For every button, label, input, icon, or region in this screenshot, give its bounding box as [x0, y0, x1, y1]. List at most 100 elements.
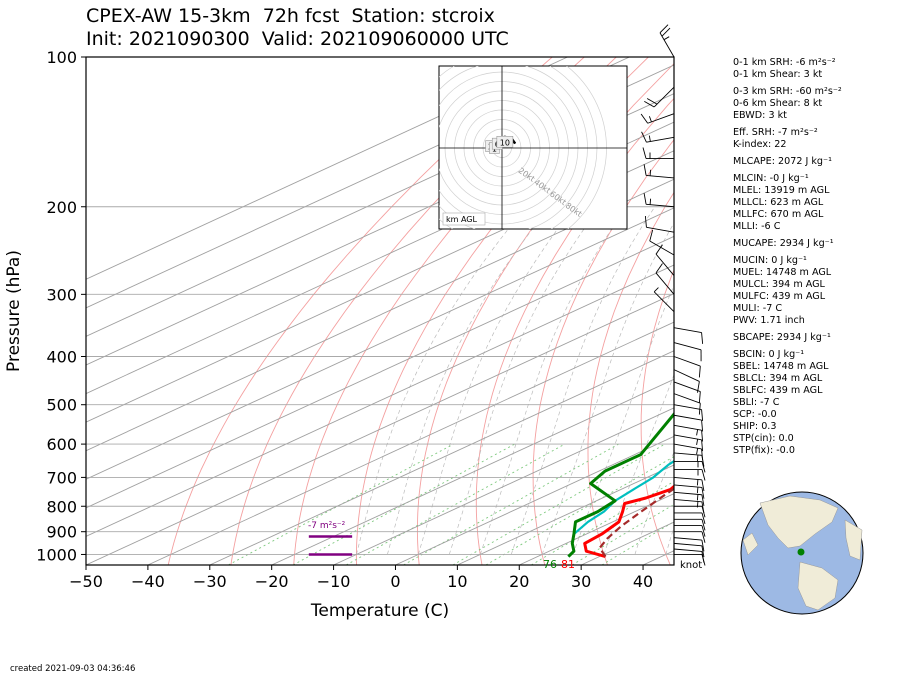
barb-flag — [701, 531, 706, 543]
barb-flag — [701, 519, 706, 531]
chart-title-line2: Init: 2021090300 Valid: 202109060000 UTC — [86, 28, 509, 50]
x-tick-label: 20 — [509, 572, 529, 591]
y-tick-label: 500 — [46, 396, 77, 415]
barb-shaft — [673, 424, 702, 431]
barb-shaft — [673, 327, 702, 333]
barb-half-flag — [696, 487, 699, 494]
wind-barb — [673, 452, 705, 467]
barb-shaft — [673, 381, 701, 392]
barb-flag — [701, 539, 705, 552]
barb-shaft — [673, 548, 702, 552]
parameter-line: PWV: 1.71 inch — [733, 315, 805, 326]
barb-flag — [701, 545, 705, 558]
x-tick-label: −50 — [69, 572, 103, 591]
barb-shaft — [673, 393, 701, 404]
y-tick-label: 700 — [46, 468, 77, 487]
dry-adiabat — [167, 57, 553, 565]
barb-half-flag — [696, 429, 699, 436]
mixing-ratio-line — [228, 443, 454, 565]
parameter-line: MUCAPE: 2934 J kg⁻¹ — [733, 238, 834, 249]
mixing-ratio-line — [485, 456, 674, 565]
barb-flag — [697, 381, 700, 393]
x-tick-label: −30 — [193, 572, 227, 591]
barb-flag — [701, 409, 704, 421]
isotherm — [86, 57, 568, 280]
barb-half-flag — [649, 169, 652, 176]
hodograph-height-label: 10 — [500, 138, 510, 147]
parameter-line: MLLCL: 623 m AGL — [733, 197, 824, 208]
barb-shaft — [646, 226, 675, 233]
parameter-line: STP(fix): -0.0 — [733, 445, 795, 456]
barb-flag — [701, 461, 706, 473]
dry-adiabat — [587, 191, 674, 565]
barb-shaft — [673, 369, 700, 382]
barb-shaft — [673, 342, 702, 351]
isotherm — [209, 350, 674, 565]
wetbulb-profile — [567, 459, 674, 558]
barb-shaft — [673, 542, 702, 547]
wind-barb — [644, 86, 675, 108]
parameter-line: SBLI: -7 C — [733, 397, 780, 408]
x-tick-label: −40 — [131, 572, 165, 591]
barb-shaft — [673, 476, 702, 481]
barb-shaft — [646, 203, 675, 208]
isotherm — [271, 378, 674, 565]
isotherm — [86, 121, 674, 395]
parameter-line: 0-1 km SRH: -6 m²s⁻² — [733, 57, 836, 68]
dry-adiabat — [230, 57, 585, 565]
barb-half-flag — [648, 135, 651, 142]
barb-half-flag — [696, 494, 699, 501]
mixing-ratio-line — [531, 480, 674, 565]
barb-shaft — [673, 414, 702, 421]
parameter-line: SHIP: 0.3 — [733, 421, 777, 432]
isotherm — [86, 178, 674, 452]
wind-barb — [673, 356, 701, 378]
barb-flag — [649, 229, 654, 242]
surface-dewpoint-label: 76 — [543, 558, 557, 571]
wind-barb — [643, 164, 675, 179]
barb-flag — [655, 263, 663, 274]
barb-flag — [698, 403, 701, 415]
x-tick-label: 30 — [571, 572, 591, 591]
barb-half-flag — [696, 454, 699, 462]
wind-barb — [655, 263, 675, 295]
parameter-line: MULI: -7 C — [733, 303, 783, 314]
barb-flag — [701, 487, 705, 499]
parameter-line: MLCAPE: 2072 J kg⁻¹ — [733, 156, 832, 167]
parameter-line: SBCAPE: 2934 J kg⁻¹ — [733, 332, 831, 343]
barb-flag — [642, 147, 647, 159]
barb-shaft — [653, 86, 675, 108]
barb-half-flag — [648, 116, 652, 123]
created-timestamp: created 2021-09-03 04:36:46 — [10, 664, 136, 674]
wind-barb — [649, 229, 675, 256]
wind-barb — [673, 369, 700, 393]
barb-flag — [701, 494, 705, 507]
parameter-line: 0-3 km SRH: -60 m²s⁻² — [733, 86, 842, 97]
parameter-line: MULCL: 394 m AGL — [733, 279, 825, 290]
isotherm — [86, 93, 674, 366]
barb-flag — [646, 98, 658, 105]
wind-barb — [673, 404, 704, 421]
barb-half-flag — [696, 448, 699, 455]
barb-shaft — [653, 291, 675, 312]
parameter-line: Eff. SRH: -7 m²s⁻² — [733, 127, 818, 138]
barb-flag — [641, 131, 647, 143]
x-axis-ticks: −50 −40 −30 −20 −10 0 10 20 30 40 — [69, 565, 653, 591]
y-tick-label: 200 — [46, 198, 77, 217]
globe-landmass — [844, 519, 863, 561]
barb-flag — [698, 366, 701, 378]
hodograph-content: 20kt40kt60kt80kt21610 — [439, 66, 627, 229]
isotherm — [86, 207, 674, 480]
wind-barb — [673, 443, 704, 461]
parameter-line: K-index: 22 — [733, 139, 787, 150]
barb-shaft — [673, 356, 701, 367]
parameter-line: MLLI: -6 C — [733, 221, 781, 232]
globe-landmass — [759, 495, 839, 549]
dry-adiabat — [355, 57, 649, 565]
x-tick-label: −10 — [317, 572, 351, 591]
wind-barb — [674, 531, 706, 543]
srh-layer-bars — [308, 535, 353, 556]
dry-adiabat — [532, 139, 674, 565]
barb-flag — [698, 391, 701, 403]
isotherm — [86, 264, 674, 537]
